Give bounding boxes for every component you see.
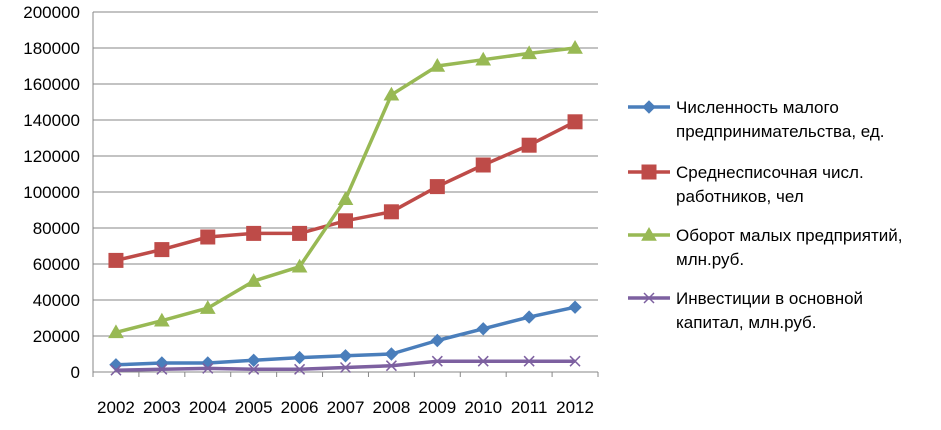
x-tick-label: 2010 (464, 398, 502, 417)
legend-label-3: Оборот малых предприятий, (676, 226, 903, 245)
x-tick-label: 2008 (372, 398, 410, 417)
data-point-series-2 (246, 225, 262, 241)
data-point-series-3 (154, 312, 170, 327)
data-point-series-1 (292, 350, 307, 365)
data-point-series-3 (429, 57, 446, 72)
legend-marker-2 (641, 164, 657, 180)
data-point-series-1 (246, 353, 261, 368)
data-point-series-1 (384, 347, 399, 361)
x-tick-label: 2007 (327, 398, 365, 417)
data-point-series-2 (429, 179, 445, 195)
y-tick-label: 100000 (23, 183, 80, 202)
data-point-series-1 (155, 356, 169, 370)
legend-marker-3 (641, 226, 657, 241)
data-point-series-4 (569, 355, 581, 367)
data-point-series-1 (522, 310, 536, 324)
data-point-series-3 (108, 324, 124, 339)
x-tick-label: 2003 (143, 398, 181, 417)
legend-label-2: работников, чел (676, 187, 804, 206)
data-point-series-4 (248, 363, 260, 375)
data-point-series-3 (337, 191, 354, 205)
legend-label-1: Численность малого (676, 98, 839, 117)
data-point-series-3 (199, 300, 216, 314)
data-point-series-4 (156, 363, 168, 375)
y-tick-label: 180000 (23, 39, 80, 58)
data-point-series-2 (292, 225, 308, 241)
data-point-series-2 (200, 229, 216, 245)
data-point-series-2 (338, 213, 353, 229)
data-point-series-4 (110, 364, 122, 376)
legend-marker-1 (642, 100, 656, 114)
data-point-series-2 (475, 157, 491, 173)
data-point-series-2 (521, 137, 537, 153)
y-tick-label: 160000 (23, 75, 80, 94)
data-point-series-4 (523, 355, 535, 367)
y-tick-label: 60000 (33, 255, 80, 274)
series-line-3 (115, 46, 576, 335)
x-tick-label: 2005 (235, 398, 273, 417)
legend-label-4: Инвестиции в основной (676, 289, 863, 308)
data-point-series-2 (108, 252, 124, 268)
y-tick-label: 20000 (33, 327, 80, 346)
y-tick-label: 140000 (23, 111, 80, 130)
series-line-2 (115, 120, 576, 263)
legend-label-4: капитал, млн.руб. (676, 313, 817, 332)
data-point-series-4 (477, 355, 489, 367)
data-point-series-2 (154, 242, 170, 258)
data-point-series-2 (567, 114, 583, 130)
data-point-series-4 (339, 361, 352, 374)
y-tick-label: 0 (71, 363, 80, 382)
legend-marker-4 (643, 292, 655, 304)
y-tick-label: 120000 (23, 147, 80, 166)
data-point-series-1 (338, 349, 353, 363)
y-tick-label: 40000 (33, 291, 80, 310)
legend-label-3: млн.руб. (676, 250, 744, 269)
legend-label-2: Среднесписочная числ. (676, 163, 864, 182)
data-point-series-4 (202, 362, 214, 374)
data-point-series-2 (383, 204, 399, 220)
data-point-series-3 (521, 45, 537, 60)
data-point-series-3 (245, 273, 262, 287)
data-point-series-3 (567, 39, 583, 54)
data-point-series-4 (431, 355, 443, 367)
data-point-series-3 (383, 86, 400, 101)
x-tick-label: 2004 (189, 398, 227, 417)
legend-label-1: предпринимательства, ед. (676, 122, 884, 141)
data-point-series-4 (385, 360, 397, 372)
y-tick-label: 200000 (23, 3, 80, 22)
x-tick-label: 2011 (511, 398, 548, 417)
y-tick-label: 80000 (33, 219, 80, 238)
x-tick-label: 2012 (556, 398, 594, 417)
data-point-series-1 (430, 333, 445, 348)
data-point-series-1 (476, 322, 490, 336)
data-point-series-1 (568, 300, 582, 314)
x-tick-label: 2002 (97, 398, 135, 417)
data-point-series-3 (291, 258, 308, 273)
x-tick-label: 2006 (281, 398, 319, 417)
x-tick-label: 2009 (418, 398, 456, 417)
data-point-series-4 (294, 363, 306, 375)
data-point-series-3 (475, 51, 492, 66)
